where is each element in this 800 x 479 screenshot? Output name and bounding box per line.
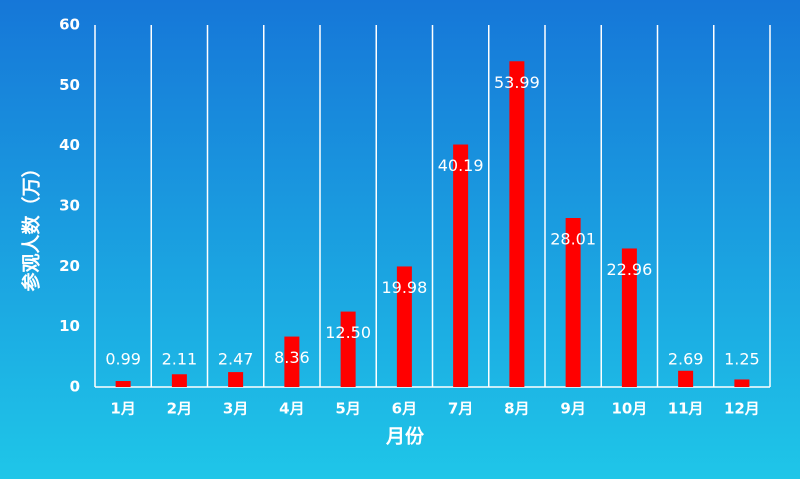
value-label: 2.47 bbox=[218, 350, 254, 369]
x-tick-label: 9月 bbox=[560, 400, 585, 418]
value-label: 53.99 bbox=[494, 73, 540, 92]
bar bbox=[115, 381, 131, 387]
x-tick-label: 8月 bbox=[504, 400, 529, 418]
x-tick-label: 2月 bbox=[167, 400, 192, 418]
bar bbox=[284, 336, 300, 387]
bar bbox=[509, 61, 525, 387]
bar bbox=[171, 374, 187, 387]
y-tick-label: 0 bbox=[70, 378, 80, 396]
y-tick-label: 50 bbox=[59, 76, 80, 94]
x-tick-label: 12月 bbox=[724, 400, 760, 418]
x-axis-title: 月份 bbox=[385, 425, 425, 448]
x-tick-label: 3月 bbox=[223, 400, 248, 418]
x-tick-label: 10月 bbox=[611, 400, 647, 418]
y-tick-label: 10 bbox=[59, 317, 80, 335]
value-label: 1.25 bbox=[724, 350, 760, 369]
y-tick-label: 30 bbox=[59, 197, 80, 215]
x-tick-label: 7月 bbox=[448, 400, 473, 418]
bar bbox=[453, 144, 469, 387]
value-label: 22.96 bbox=[606, 260, 652, 279]
x-tick-label: 4月 bbox=[279, 400, 304, 418]
x-tick-label: 6月 bbox=[392, 400, 417, 418]
y-tick-label: 60 bbox=[59, 16, 80, 34]
x-tick-label: 11月 bbox=[668, 400, 704, 418]
value-label: 2.69 bbox=[668, 350, 704, 369]
x-tick-label: 5月 bbox=[335, 400, 360, 418]
bar bbox=[678, 370, 694, 387]
y-tick-label: 40 bbox=[59, 136, 80, 154]
bar bbox=[228, 372, 244, 387]
bar bbox=[621, 248, 637, 387]
y-axis-title: 参观人数（万） bbox=[20, 158, 43, 291]
value-label: 12.50 bbox=[325, 323, 371, 342]
x-tick-label: 1月 bbox=[110, 400, 135, 418]
value-label: 19.98 bbox=[381, 278, 427, 297]
value-label: 0.99 bbox=[105, 350, 141, 369]
value-label: 8.36 bbox=[274, 348, 310, 367]
bar bbox=[396, 266, 412, 387]
value-label: 40.19 bbox=[438, 156, 484, 175]
value-label: 2.11 bbox=[162, 350, 198, 369]
bar bbox=[565, 218, 581, 387]
y-tick-label: 20 bbox=[59, 257, 80, 275]
value-label: 28.01 bbox=[550, 230, 596, 249]
bar bbox=[734, 379, 750, 387]
bar bbox=[340, 311, 356, 387]
